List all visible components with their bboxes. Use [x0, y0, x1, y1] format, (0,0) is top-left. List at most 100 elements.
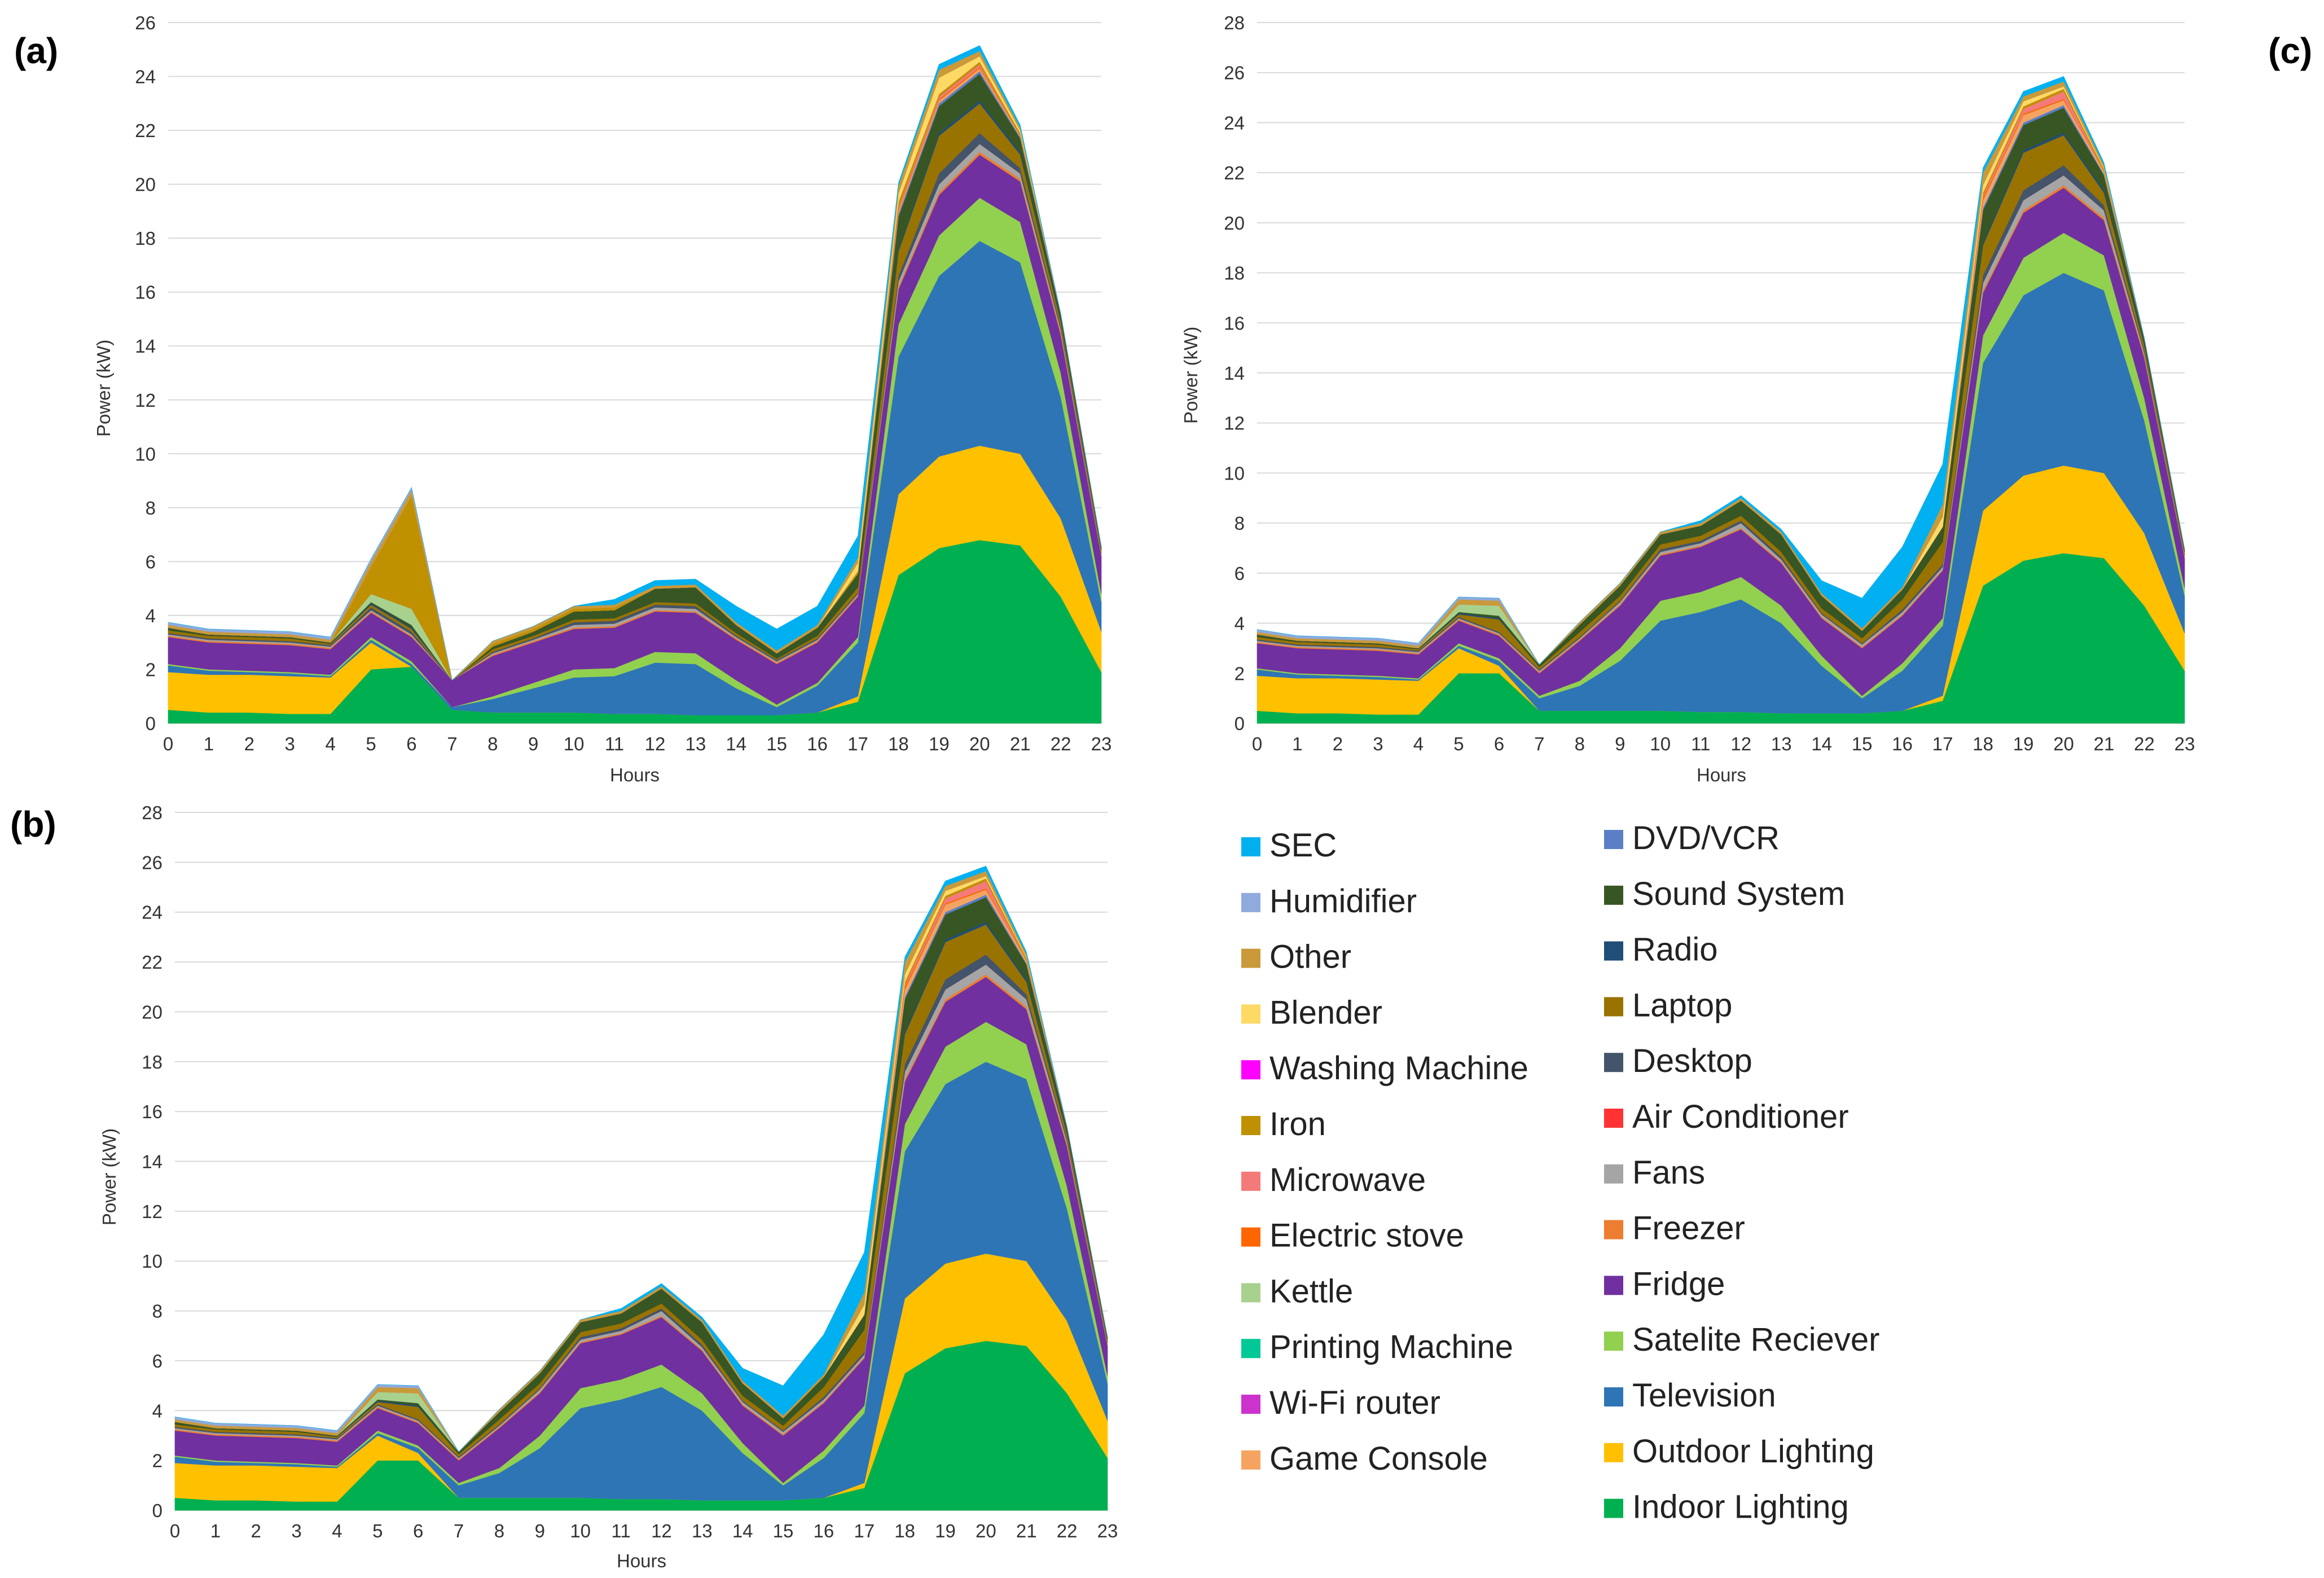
- x-tick-label-a: 13: [686, 733, 706, 754]
- legend-label-game-console: Game Console: [1269, 1440, 1488, 1477]
- x-tick-label-b: 6: [413, 1520, 423, 1541]
- y-tick-label-c: 26: [1224, 63, 1245, 83]
- y-tick-label-a: 24: [135, 67, 156, 87]
- legend-label-fans: Fans: [1632, 1154, 1705, 1191]
- x-tick-label-a: 10: [564, 733, 585, 754]
- y-tick-label-a: 4: [146, 605, 156, 626]
- x-tick-label-b: 15: [773, 1520, 794, 1541]
- panel-label-a: (a): [14, 30, 58, 71]
- y-tick-label-b: 10: [142, 1251, 162, 1272]
- y-tick-label-a: 26: [135, 12, 156, 33]
- y-tick-label-c: 14: [1224, 363, 1245, 384]
- y-tick-label-a: 2: [146, 659, 156, 680]
- legend-label-sound-system: Sound System: [1632, 876, 1845, 912]
- x-tick-label-c: 19: [2013, 733, 2034, 754]
- legend-label-printing-machine: Printing Machine: [1269, 1329, 1513, 1365]
- legend-label-freezer: Freezer: [1632, 1210, 1745, 1247]
- y-tick-label-b: 28: [142, 802, 162, 823]
- y-axis-title-c: Power (kW): [1180, 327, 1201, 424]
- legend-swatch-sound-system: [1604, 885, 1623, 905]
- legend-label-radio: Radio: [1632, 931, 1718, 968]
- panel-label-c: (c): [2268, 30, 2312, 71]
- y-tick-label-b: 2: [152, 1450, 162, 1471]
- y-axis-title-b: Power (kW): [99, 1128, 120, 1225]
- x-tick-label-a: 19: [929, 733, 950, 754]
- legend-label-television: Television: [1632, 1377, 1776, 1414]
- y-tick-label-b: 20: [142, 1001, 162, 1022]
- x-tick-label-a: 21: [1010, 733, 1031, 754]
- x-tick-label-c: 22: [2134, 733, 2155, 754]
- y-tick-label-b: 12: [142, 1201, 162, 1222]
- y-tick-label-b: 0: [152, 1500, 162, 1521]
- x-tick-label-b: 20: [976, 1520, 996, 1541]
- legend-label-kettle: Kettle: [1269, 1273, 1353, 1309]
- legend-swatch-radio: [1604, 941, 1623, 961]
- x-tick-label-c: 1: [1292, 733, 1302, 754]
- x-tick-label-c: 6: [1494, 733, 1504, 754]
- legend-label-iron: Iron: [1269, 1106, 1326, 1142]
- x-tick-label-a: 11: [605, 733, 624, 754]
- y-tick-label-b: 8: [152, 1301, 162, 1322]
- x-tick-label-a: 16: [807, 733, 828, 754]
- y-tick-label-c: 10: [1224, 463, 1245, 483]
- legend-swatch-game-console: [1241, 1450, 1260, 1470]
- x-tick-label-a: 20: [969, 733, 990, 754]
- area-series-sec-c: [1257, 76, 2185, 665]
- y-tick-label-c: 8: [1235, 513, 1245, 534]
- x-axis-title-b: Hours: [617, 1550, 666, 1571]
- y-tick-label-b: 16: [142, 1101, 162, 1122]
- legend-label-wi-fi-router: Wi-Fi router: [1269, 1384, 1440, 1421]
- y-tick-label-a: 22: [135, 120, 156, 141]
- legend-swatch-microwave: [1241, 1171, 1260, 1191]
- x-tick-label-c: 2: [1333, 733, 1343, 754]
- x-tick-label-a: 23: [1091, 733, 1112, 754]
- y-tick-label-b: 4: [152, 1400, 162, 1421]
- y-tick-label-c: 2: [1235, 663, 1245, 684]
- x-tick-label-c: 11: [1691, 733, 1710, 754]
- x-tick-label-a: 7: [447, 733, 457, 754]
- legend-label-other: Other: [1269, 939, 1351, 975]
- legend-swatch-satelite-reciever: [1604, 1331, 1623, 1351]
- x-tick-label-a: 0: [163, 733, 173, 754]
- y-tick-label-c: 16: [1224, 313, 1245, 333]
- legend-swatch-other: [1241, 948, 1260, 968]
- legend-swatch-washing-machine: [1241, 1060, 1260, 1080]
- x-tick-label-b: 9: [535, 1520, 545, 1541]
- y-tick-label-c: 12: [1224, 413, 1245, 434]
- x-tick-label-a: 17: [847, 733, 868, 754]
- legend-label-washing-machine: Washing Machine: [1269, 1050, 1528, 1087]
- y-tick-label-a: 20: [135, 174, 156, 195]
- legend-swatch-air-conditioner: [1604, 1109, 1623, 1128]
- x-tick-label-a: 3: [285, 733, 295, 754]
- x-tick-label-b: 1: [210, 1520, 221, 1541]
- legend-label-air-conditioner: Air Conditioner: [1632, 1098, 1849, 1135]
- y-tick-label-a: 12: [135, 390, 156, 411]
- legend-swatch-kettle: [1241, 1283, 1260, 1303]
- x-tick-label-a: 6: [406, 733, 416, 754]
- x-tick-label-a: 1: [204, 733, 214, 754]
- legend-swatch-indoor-lighting: [1604, 1498, 1623, 1518]
- y-tick-label-a: 14: [135, 336, 156, 357]
- legend-swatch-desktop: [1604, 1053, 1623, 1072]
- legend-label-outdoor-lighting: Outdoor Lighting: [1632, 1433, 1874, 1470]
- x-tick-label-a: 14: [726, 733, 746, 754]
- y-axis-title-a: Power (kW): [93, 340, 114, 437]
- x-tick-label-c: 20: [2053, 733, 2074, 754]
- x-tick-label-a: 2: [244, 733, 254, 754]
- panel-label-b: (b): [10, 804, 56, 845]
- legend-label-sec: SEC: [1269, 827, 1337, 864]
- y-tick-label-a: 6: [146, 551, 156, 572]
- legend-label-dvd-vcr: DVD/VCR: [1632, 820, 1780, 856]
- x-tick-label-a: 5: [366, 733, 376, 754]
- legend-swatch-fridge: [1604, 1276, 1623, 1295]
- x-tick-label-c: 9: [1615, 733, 1625, 754]
- legend-swatch-dvd-vcr: [1604, 830, 1623, 849]
- legend-swatch-laptop: [1604, 997, 1623, 1017]
- x-tick-label-c: 3: [1373, 733, 1383, 754]
- x-tick-label-b: 12: [651, 1520, 672, 1541]
- x-tick-label-b: 23: [1097, 1520, 1118, 1541]
- x-tick-label-c: 14: [1811, 733, 1832, 754]
